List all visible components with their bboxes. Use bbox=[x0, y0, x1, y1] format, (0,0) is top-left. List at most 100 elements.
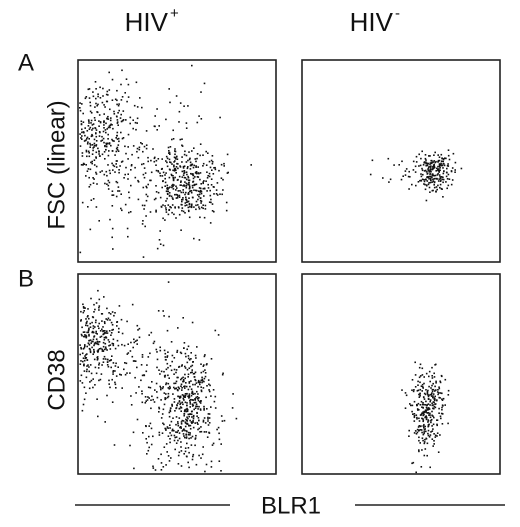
dot bbox=[442, 196, 444, 198]
dot bbox=[153, 198, 156, 201]
dot bbox=[111, 342, 114, 345]
dot bbox=[199, 431, 201, 433]
dot bbox=[94, 326, 96, 328]
dot bbox=[164, 356, 167, 358]
dot bbox=[184, 204, 186, 207]
dot bbox=[179, 403, 181, 406]
dot bbox=[430, 418, 433, 421]
dot bbox=[417, 402, 420, 405]
dot bbox=[87, 315, 89, 317]
dot bbox=[145, 193, 148, 196]
dot bbox=[201, 453, 204, 456]
dot bbox=[112, 362, 115, 364]
dot bbox=[440, 412, 443, 415]
dot bbox=[104, 106, 106, 108]
dot bbox=[91, 153, 94, 155]
dot bbox=[439, 392, 442, 394]
dot bbox=[150, 427, 153, 430]
dot bbox=[154, 156, 156, 159]
dot bbox=[132, 346, 134, 349]
dot bbox=[111, 311, 114, 313]
dot bbox=[95, 135, 98, 138]
dot bbox=[414, 165, 417, 168]
dot bbox=[167, 387, 170, 389]
dot bbox=[117, 112, 119, 114]
dot bbox=[87, 168, 90, 170]
dot bbox=[187, 206, 190, 209]
dot bbox=[192, 455, 194, 458]
dot bbox=[413, 432, 416, 434]
dot bbox=[441, 399, 444, 401]
dot bbox=[189, 168, 192, 170]
dot bbox=[207, 424, 210, 426]
dot bbox=[190, 421, 193, 423]
dot bbox=[93, 146, 95, 148]
dot bbox=[95, 372, 98, 375]
dot bbox=[141, 223, 144, 225]
dot bbox=[136, 122, 138, 124]
dot bbox=[207, 379, 210, 381]
dot bbox=[127, 178, 129, 180]
dot bbox=[429, 168, 432, 171]
dot bbox=[83, 331, 86, 333]
dot bbox=[423, 410, 426, 413]
dot bbox=[418, 366, 421, 369]
dot bbox=[138, 336, 141, 339]
dot bbox=[156, 366, 158, 369]
dot bbox=[210, 159, 213, 162]
dot bbox=[173, 357, 176, 359]
dot bbox=[170, 206, 172, 209]
dot bbox=[223, 162, 225, 165]
dot bbox=[184, 367, 187, 369]
dot bbox=[125, 119, 127, 121]
dot bbox=[175, 172, 177, 174]
dot bbox=[136, 418, 139, 421]
dot bbox=[93, 311, 95, 313]
dot bbox=[432, 396, 434, 399]
dot bbox=[170, 434, 173, 437]
dot bbox=[105, 145, 108, 148]
dot bbox=[184, 425, 187, 428]
dot bbox=[195, 357, 197, 359]
dot bbox=[216, 194, 219, 196]
dot bbox=[221, 420, 224, 422]
dot bbox=[174, 158, 177, 160]
dot bbox=[195, 160, 197, 163]
dot bbox=[165, 118, 167, 121]
dot bbox=[193, 147, 195, 149]
dot bbox=[425, 418, 428, 421]
dot bbox=[437, 173, 439, 175]
dot bbox=[105, 93, 108, 96]
dot bbox=[92, 325, 95, 327]
dot bbox=[85, 150, 88, 153]
dot bbox=[447, 173, 450, 176]
dot bbox=[170, 369, 173, 372]
dot bbox=[90, 161, 92, 164]
dot bbox=[163, 403, 166, 406]
dot bbox=[421, 403, 424, 406]
dot bbox=[90, 119, 93, 122]
dot bbox=[104, 346, 107, 348]
dot bbox=[203, 377, 206, 380]
dot bbox=[417, 409, 419, 411]
dot bbox=[421, 178, 424, 181]
dot bbox=[189, 403, 192, 405]
dot bbox=[138, 386, 140, 388]
dot bbox=[200, 430, 203, 433]
dot bbox=[153, 160, 156, 163]
dot bbox=[112, 373, 114, 375]
dot bbox=[176, 197, 179, 199]
dot bbox=[87, 206, 89, 208]
dot bbox=[134, 121, 137, 124]
dot bbox=[203, 216, 206, 219]
dot bbox=[413, 416, 416, 419]
dot bbox=[153, 401, 156, 403]
dot bbox=[195, 208, 197, 211]
dot bbox=[182, 189, 184, 191]
dot bbox=[427, 429, 430, 432]
dot bbox=[98, 306, 100, 309]
dot bbox=[126, 100, 128, 103]
dot bbox=[451, 179, 454, 181]
dot bbox=[199, 401, 201, 403]
dot bbox=[95, 165, 98, 168]
